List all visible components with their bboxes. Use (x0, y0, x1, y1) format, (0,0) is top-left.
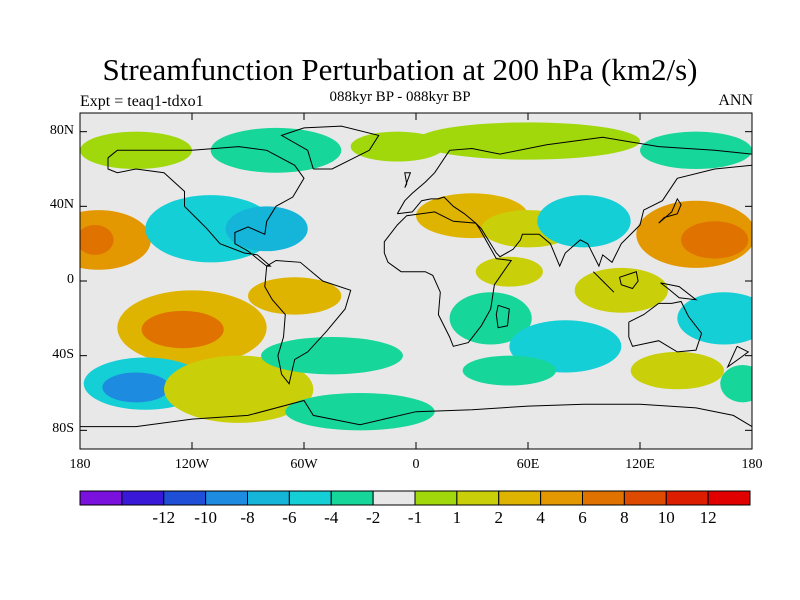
colorbar-label: -2 (366, 508, 381, 527)
anomaly-region-15 (416, 122, 640, 160)
colorbar-swatch-6 (330, 490, 374, 506)
axis-ticks (79, 113, 753, 449)
coastline-8 (658, 197, 682, 224)
colorbar-label: 10 (657, 508, 675, 527)
colorbar-label: 6 (578, 508, 587, 527)
coastline-11 (619, 271, 639, 290)
anomaly-region-7 (102, 372, 170, 403)
colorbar-swatch-0 (79, 490, 123, 506)
colorbar-swatch-14 (665, 490, 709, 506)
anomaly-region-27 (630, 351, 724, 390)
y-tick-label: 80N (49, 122, 74, 138)
colorbar-label: 4 (536, 508, 545, 527)
coastline-layer (80, 125, 752, 428)
anomaly-region-3 (225, 206, 308, 252)
coastline-10 (592, 271, 615, 293)
x-tick-label: 60W (290, 457, 318, 472)
colorbar-label: -6 (282, 508, 297, 527)
colorbar-label: 8 (620, 508, 629, 527)
coastline-5 (628, 300, 703, 353)
x-tick-label: 180 (741, 457, 763, 472)
anomaly-region-18 (537, 195, 631, 248)
anomaly-region-13 (210, 127, 342, 173)
x-tick-label: 120W (174, 457, 210, 472)
anomaly-region-20 (449, 292, 532, 345)
colorbar-swatch-12 (582, 490, 625, 506)
colorbar-swatch-7 (372, 490, 416, 506)
colorbar-swatch-4 (247, 490, 290, 506)
colorbar-swatch-10 (498, 490, 542, 506)
colorbar-swatch-13 (623, 490, 667, 506)
coastline-4 (383, 211, 513, 347)
anomaly-region-28 (720, 365, 752, 403)
y-tick-label: 40S (52, 346, 74, 362)
coastline-13 (726, 345, 750, 369)
coastline-7 (495, 304, 510, 329)
colorbar-label: 12 (699, 508, 717, 527)
colorbar-label: -10 (194, 508, 217, 527)
anomaly-region-22 (462, 355, 556, 386)
anomaly-region-11 (285, 393, 435, 431)
anomaly-region-23 (574, 267, 668, 313)
coastline-3 (396, 136, 752, 268)
x-tick-label: 60E (516, 457, 540, 472)
colorbar-swatch-5 (288, 490, 332, 506)
colorbar-swatch-1 (121, 490, 165, 506)
experiment-label: Expt = teaq1-tdxo1 (80, 93, 204, 110)
anomaly-region-26 (677, 292, 752, 345)
x-tick-label: 0 (412, 457, 420, 472)
colorbar-swatch-3 (205, 490, 248, 506)
colorbar-swatch-11 (540, 490, 583, 506)
colorbar-label: 2 (494, 508, 504, 527)
coastline-6 (80, 399, 752, 428)
colorbar-swatch-15 (707, 490, 751, 506)
colorbar-label: -1 (407, 508, 423, 527)
coastline-12 (660, 282, 698, 301)
anomaly-region-1 (80, 225, 114, 255)
colorbar-label: -4 (324, 508, 339, 527)
colorbar-label: 1 (452, 508, 462, 527)
anomaly-region-10 (261, 337, 403, 375)
colorbar-label: -8 (240, 508, 255, 527)
colorbar-swatch-9 (456, 490, 500, 506)
coastline-9 (404, 172, 412, 188)
anomaly-region-9 (247, 277, 342, 315)
anomaly-region-19 (475, 256, 543, 287)
chart-subtitle: 088kyr BP - 088kyr BP (329, 89, 471, 105)
y-tick-label: 0 (67, 272, 74, 287)
coastline-2 (280, 125, 380, 170)
contour-fill-layer (80, 122, 752, 431)
coastline-0 (107, 146, 305, 267)
colorbar-label: -12 (152, 508, 176, 527)
y-tick-label: 40N (49, 197, 74, 213)
colorbar-swatch-2 (163, 490, 207, 506)
anomaly-region-25 (681, 221, 749, 259)
anomaly-region-29 (640, 131, 752, 169)
anomaly-region-8 (164, 355, 314, 423)
colorbar (79, 490, 751, 506)
chart-title: Streamfunction Perturbation at 200 hPa (… (102, 52, 698, 87)
season-label: ANN (718, 92, 753, 109)
x-tick-label: 120E (625, 457, 655, 472)
colorbar-swatch-8 (414, 490, 458, 506)
x-tick-label: 180 (69, 457, 91, 472)
y-tick-label: 80S (52, 421, 74, 437)
coastline-1 (264, 259, 352, 385)
anomaly-region-5 (141, 310, 224, 349)
anomaly-region-0 (80, 210, 151, 270)
